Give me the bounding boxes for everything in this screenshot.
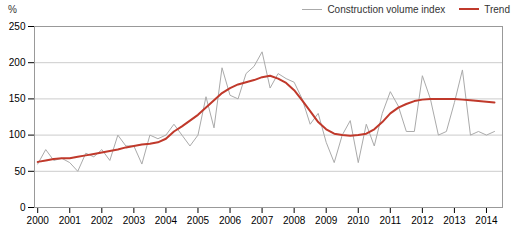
svg-text:2010: 2010 bbox=[347, 215, 370, 226]
svg-text:2006: 2006 bbox=[219, 215, 242, 226]
svg-text:200: 200 bbox=[9, 57, 26, 68]
svg-text:2003: 2003 bbox=[123, 215, 146, 226]
html-text:Trend: Trend bbox=[484, 3, 510, 15]
svg-text:2011: 2011 bbox=[380, 215, 402, 226]
html-text:Construction volume index: Construction volume index bbox=[327, 3, 446, 15]
svg-text:2005: 2005 bbox=[187, 215, 210, 226]
svg-text:2004: 2004 bbox=[155, 215, 178, 226]
svg-text:2014: 2014 bbox=[475, 215, 498, 226]
svg-text:2002: 2002 bbox=[91, 215, 114, 226]
svg-text:2008: 2008 bbox=[283, 215, 306, 226]
svg-text:150: 150 bbox=[9, 93, 26, 104]
svg-text:2007: 2007 bbox=[251, 215, 274, 226]
svg-text:0: 0 bbox=[20, 202, 26, 213]
svg-text:100: 100 bbox=[9, 129, 26, 140]
svg-text:2013: 2013 bbox=[443, 215, 466, 226]
svg-text:50: 50 bbox=[14, 166, 26, 177]
svg-text:2012: 2012 bbox=[411, 215, 434, 226]
svg-text:2001: 2001 bbox=[59, 215, 82, 226]
svg-text:250: 250 bbox=[9, 21, 26, 32]
svg-text:2000: 2000 bbox=[27, 215, 50, 226]
svg-text:2009: 2009 bbox=[315, 215, 338, 226]
